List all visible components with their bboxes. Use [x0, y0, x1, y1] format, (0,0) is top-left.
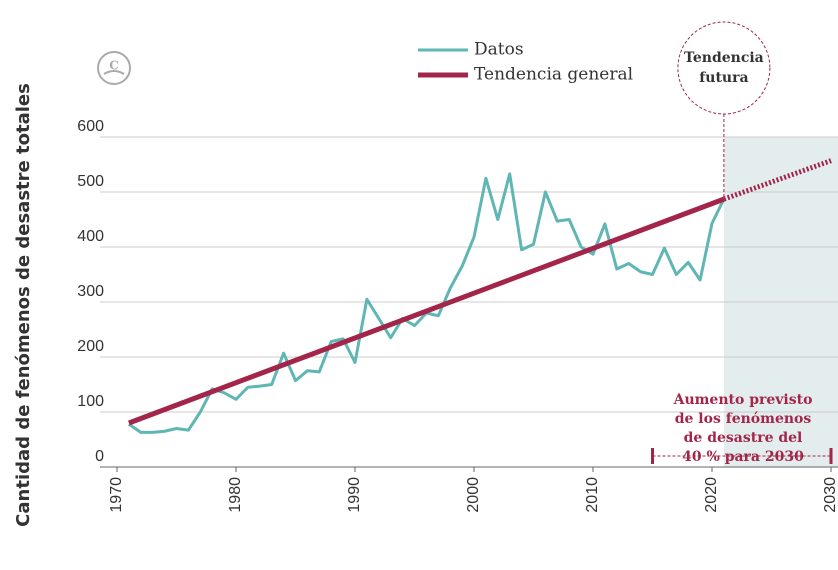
x-tick-label: 1970	[108, 477, 125, 513]
future-label: futura	[699, 70, 748, 86]
y-tick-label: 500	[77, 173, 104, 190]
x-tick-label: 1980	[227, 477, 244, 513]
trend-line	[128, 196, 725, 426]
trend-projection	[723, 158, 832, 202]
svg-text:C: C	[109, 59, 119, 73]
x-tick-label: 2000	[465, 477, 482, 513]
annotation: de los fenómenos	[675, 411, 812, 427]
y-tick-label: 600	[77, 118, 104, 135]
x-tick-label: 2010	[584, 477, 601, 513]
data-line	[128, 172, 726, 434]
annotation: de desastre del	[684, 430, 803, 446]
annotation: 40 % para 2030	[682, 449, 804, 465]
x-tick-label: 1990	[346, 477, 363, 513]
x-tick-label: 2030	[822, 477, 838, 513]
y-tick-label: 200	[77, 338, 104, 355]
legend-label: Datos	[474, 40, 524, 60]
y-tick-label: 400	[77, 228, 104, 245]
y-tick-label: 0	[95, 448, 104, 465]
legend-label: Tendencia general	[474, 65, 633, 85]
annotation: Aumento previsto	[673, 392, 813, 408]
x-tick-label: 2020	[703, 477, 720, 513]
y-axis-label: Cantidad de fenómenos de desastre totale…	[13, 83, 34, 527]
y-tick-label: 300	[77, 283, 104, 300]
y-tick-label: 100	[77, 393, 104, 410]
logo: C	[97, 51, 131, 85]
future-circle	[677, 21, 771, 115]
future-label: Tendencia	[684, 50, 764, 66]
